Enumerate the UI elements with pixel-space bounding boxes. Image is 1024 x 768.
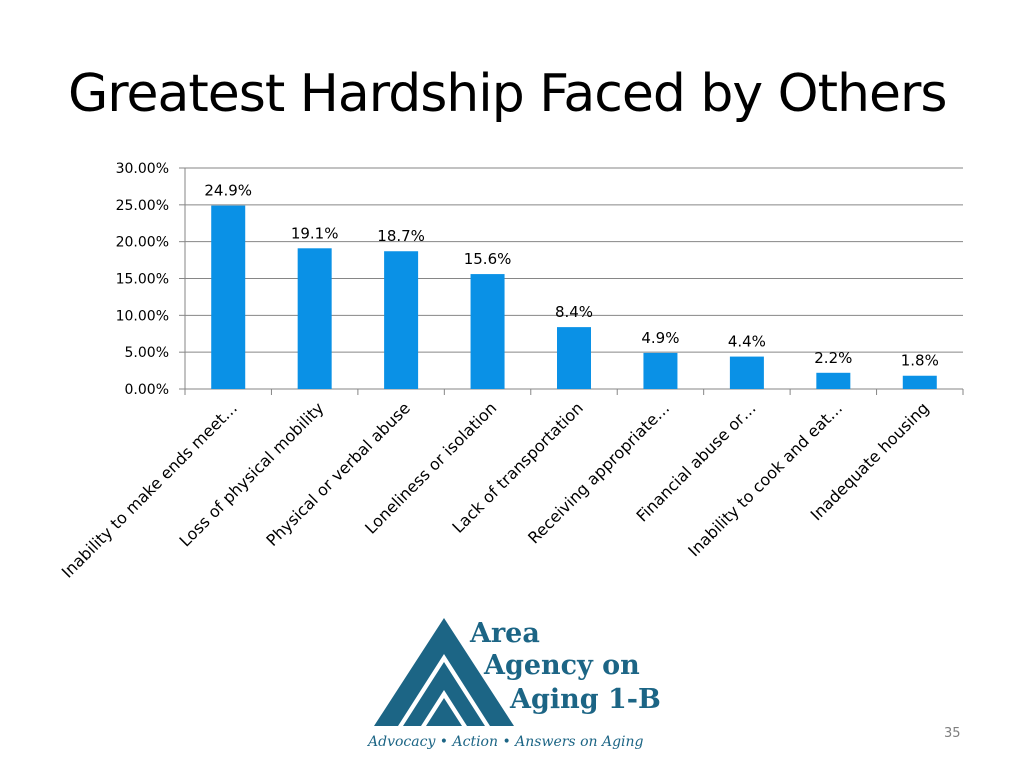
logo-text-line1: Area	[470, 618, 540, 649]
logo-triangle-icon	[374, 618, 514, 726]
logo-text-line2: Agency on	[484, 650, 640, 681]
x-tick-label: Inability to cook and eat…	[684, 398, 846, 560]
bar	[384, 251, 419, 389]
bar	[816, 372, 851, 389]
data-label: 4.9%	[641, 329, 679, 347]
x-tick-label: Receiving appropriate…	[524, 398, 673, 547]
data-label: 8.4%	[555, 303, 593, 321]
bar	[557, 327, 591, 389]
y-tick-label: 5.00%	[125, 345, 169, 361]
x-tick-label: Inability to make ends meet…	[58, 398, 241, 581]
data-labels: 24.9% 19.1% 18.7% 15.6% 8.4% 4.9% 4.4% 2.2% 1.8%	[204, 182, 938, 370]
x-axis-ticks: Inability to make ends meet…Loss of phys…	[58, 398, 933, 581]
y-tick-label: 20.00%	[116, 235, 169, 251]
x-tick-label: Physical or verbal abuse	[262, 398, 414, 550]
bars	[211, 205, 937, 389]
logo-tagline: Advocacy • Action • Answers on Aging	[368, 734, 644, 750]
page-number: 35	[944, 726, 961, 741]
y-tick-label: 25.00%	[116, 198, 169, 214]
y-axis-ticks: 0.00% 5.00% 10.00% 15.00% 20.00% 25.00% 30.00%	[116, 161, 169, 398]
bar	[729, 356, 764, 389]
bar	[902, 375, 937, 389]
data-label: 18.7%	[377, 227, 425, 245]
bar	[643, 352, 678, 389]
x-tick-label: Loss of physical mobility	[175, 398, 327, 550]
bar	[211, 205, 246, 389]
data-label: 15.6%	[464, 250, 512, 268]
logo-text-line3: Aging 1-B	[510, 684, 661, 715]
slide-title: Greatest Hardship Faced by Others	[68, 64, 947, 124]
data-label: 4.4%	[728, 333, 766, 351]
data-label: 24.9%	[204, 182, 252, 200]
bar-chart: 0.00% 5.00% 10.00% 15.00% 20.00% 25.00% 30.00%…	[58, 161, 964, 582]
logo: Area Agency on Aging 1-B Advocacy • Acti…	[360, 612, 680, 757]
bar	[470, 274, 505, 389]
bar	[297, 248, 332, 389]
y-tick-label: 15.00%	[116, 272, 169, 288]
y-tick-label: 30.00%	[116, 161, 169, 177]
data-label: 2.2%	[814, 349, 852, 367]
y-tick-label: 10.00%	[116, 308, 169, 324]
data-label: 19.1%	[291, 224, 339, 242]
data-label: 1.8%	[901, 352, 939, 370]
y-tick-label: 0.00%	[125, 382, 169, 398]
